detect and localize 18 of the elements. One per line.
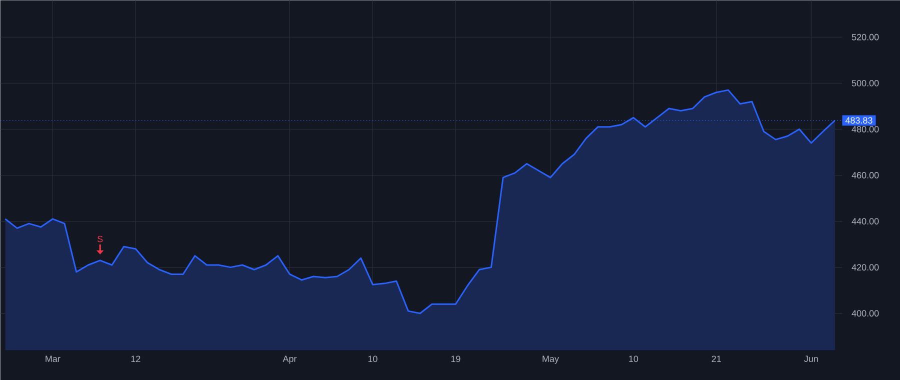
x-tick-label: Mar	[46, 356, 60, 362]
x-tick-label: 10	[368, 356, 378, 362]
x-tick-label: Jun	[804, 356, 818, 362]
y-tick-label: 480.00	[852, 126, 879, 132]
x-tick-label: 19	[451, 356, 460, 362]
y-tick-label: 500.00	[852, 80, 879, 86]
x-tick-label: 12	[131, 356, 140, 362]
y-tick-label: 440.00	[852, 218, 879, 224]
x-tick-label: Apr	[282, 356, 297, 364]
y-tick-label: 420.00	[852, 264, 879, 270]
y-tick-label: 400.00	[852, 310, 879, 316]
ref-line-label: 483.83	[845, 117, 872, 124]
annotation: S	[98, 236, 103, 242]
x-tick-label: 21	[712, 356, 721, 362]
x-tick-label: 10	[629, 356, 638, 362]
y-tick-label: 460.00	[852, 172, 879, 178]
y-tick-label: 520.00	[852, 34, 879, 40]
x-tick-label: May	[542, 356, 559, 364]
